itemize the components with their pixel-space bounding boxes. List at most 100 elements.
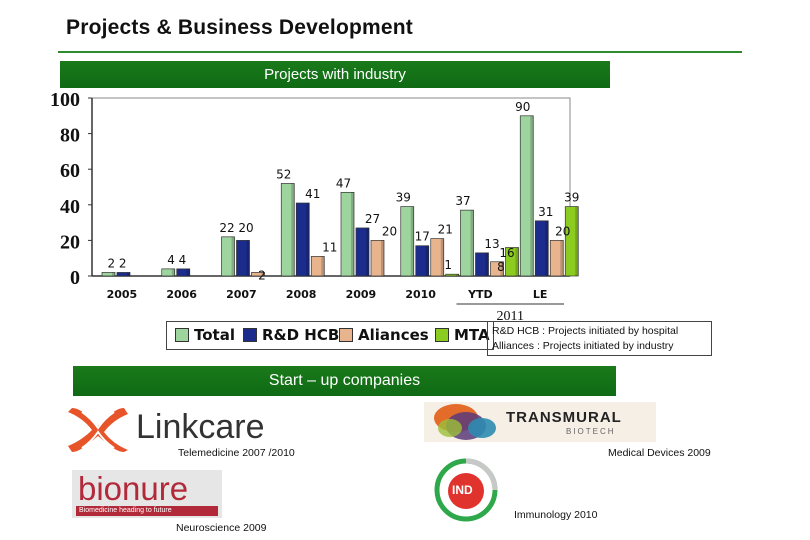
bar-total: [460, 209, 474, 277]
chart-notes: R&D HCB : Projects initiated by hospital…: [487, 321, 712, 356]
bar-shade: [560, 240, 564, 276]
bar-total: [400, 206, 415, 277]
bar-r-d-hcb: [415, 245, 430, 277]
transmural-caption: Medical Devices 2009: [608, 447, 711, 459]
bar-shade: [455, 274, 459, 276]
bar-shade: [500, 261, 504, 276]
legend-label-total: Total: [194, 326, 235, 344]
bar-shade: [306, 203, 310, 276]
data-label: 22 20: [219, 221, 253, 235]
projects-banner: Projects with industry: [60, 61, 610, 88]
bionure-logo: bionure Biomedicine heading to future: [72, 470, 222, 518]
data-label: 52: [276, 167, 291, 181]
data-label: 27: [365, 212, 380, 226]
bar-total: [161, 268, 176, 277]
x-tick-label: 2010: [405, 288, 436, 301]
data-label: 90: [515, 100, 530, 114]
legend-swatch-aliances: [339, 328, 353, 342]
projects-bar-chart: 0 20 40 60 80 100 2005 2006 2007 2008 2009 2010 YTD L…: [50, 89, 579, 320]
chart-legend: Total R&D HCB Aliances MTA: [166, 321, 494, 350]
x-tick-label: LE: [533, 288, 548, 301]
data-label: 2 2: [107, 256, 126, 270]
bar-aliances: [251, 272, 265, 277]
ind-wordmark: IND: [452, 483, 473, 497]
bar-aliances: [549, 240, 564, 277]
ind-caption: Immunology 2010: [514, 509, 598, 521]
linkcare-caption: Telemedicine 2007 /2010: [178, 447, 295, 459]
transmural-logo: TRANSMURAL BIOTECH: [424, 402, 656, 442]
linkcare-mark-icon: [68, 408, 128, 452]
linkcare-logo: Linkcare: [68, 402, 270, 452]
legend-label-aliances: Aliances: [358, 326, 429, 344]
bar-r-d-hcb: [534, 220, 549, 277]
bionure-tagline: Biomedicine heading to future: [76, 506, 218, 516]
y-tick-label: 20: [60, 231, 80, 253]
legend-item-total: Total: [175, 326, 235, 344]
bar-mta: [564, 206, 579, 277]
bar-aliances: [370, 240, 385, 277]
plot-area: [91, 97, 571, 277]
bar-r-d-hcb: [475, 252, 489, 277]
bar-r-d-hcb: [176, 268, 191, 277]
page-title: Projects & Business Development: [66, 16, 413, 39]
bar-shade: [351, 192, 354, 276]
bar-shade: [575, 206, 579, 276]
x-tick-label: 2007: [226, 288, 257, 301]
y-tick-label: 0: [70, 267, 80, 289]
bar-total: [340, 191, 355, 277]
legend-item-aliances: Aliances: [339, 326, 429, 344]
data-label: 20: [555, 224, 570, 238]
y-tick-label: 40: [60, 196, 80, 218]
transmural-sub: BIOTECH: [566, 427, 616, 436]
legend-label-mta: MTA: [454, 326, 490, 344]
bar-r-d-hcb: [295, 202, 310, 277]
legend-swatch-total: [175, 328, 189, 342]
ind-logo: IND: [434, 458, 498, 522]
bar-total: [519, 115, 534, 277]
bionure-wordmark: bionure: [78, 470, 189, 507]
legend-item-rd-hcb: R&D HCB: [243, 326, 339, 344]
legend-item-mta: MTA: [435, 326, 490, 344]
transmural-mark-icon: [434, 404, 496, 440]
data-label: 47: [336, 176, 351, 190]
x-tick-label: YTD: [467, 288, 493, 301]
bar-aliances: [490, 261, 504, 277]
bar-total: [221, 236, 235, 277]
bar-shade: [321, 256, 325, 276]
bar-mta: [445, 273, 460, 277]
data-label: 39: [564, 191, 579, 205]
bar-shade: [261, 272, 265, 276]
bar-shade: [112, 272, 115, 276]
data-label: 20: [382, 224, 397, 238]
data-label: 8: [497, 260, 505, 274]
bar-shade: [381, 240, 384, 276]
bar-shade: [410, 206, 414, 276]
bar-shade: [171, 268, 175, 276]
bar-shade: [545, 220, 549, 276]
bionure-caption: Neuroscience 2009: [176, 522, 267, 534]
bar-aliances: [430, 238, 445, 277]
bar-shade: [425, 245, 429, 276]
bar-shade: [530, 115, 534, 276]
ind-mark-icon: [434, 458, 498, 522]
bar-total: [101, 272, 116, 277]
data-label: 21: [438, 223, 453, 237]
note-alliances: Alliances : Projects initiated by indust…: [492, 340, 674, 352]
data-label: 11: [322, 240, 337, 254]
startups-banner: Start – up companies: [73, 366, 616, 396]
legend-label-rd-hcb: R&D HCB: [262, 326, 340, 344]
data-label: 4 4: [167, 253, 186, 267]
data-label: 2: [258, 268, 266, 282]
data-label: 1: [444, 258, 452, 272]
bar-aliances: [310, 256, 325, 277]
note-rd-hcb: R&D HCB : Projects initiated by hospital: [492, 325, 679, 337]
bar-shade: [291, 183, 295, 276]
data-label: 41: [305, 187, 320, 201]
bar-total: [280, 183, 295, 277]
legend-swatch-rd-hcb: [243, 328, 257, 342]
bar-shade: [366, 227, 369, 276]
y-tick-label: 60: [60, 160, 80, 182]
bar-mta: [505, 247, 519, 277]
y-tick-label: 100: [50, 89, 80, 111]
bar-shade: [440, 238, 444, 276]
